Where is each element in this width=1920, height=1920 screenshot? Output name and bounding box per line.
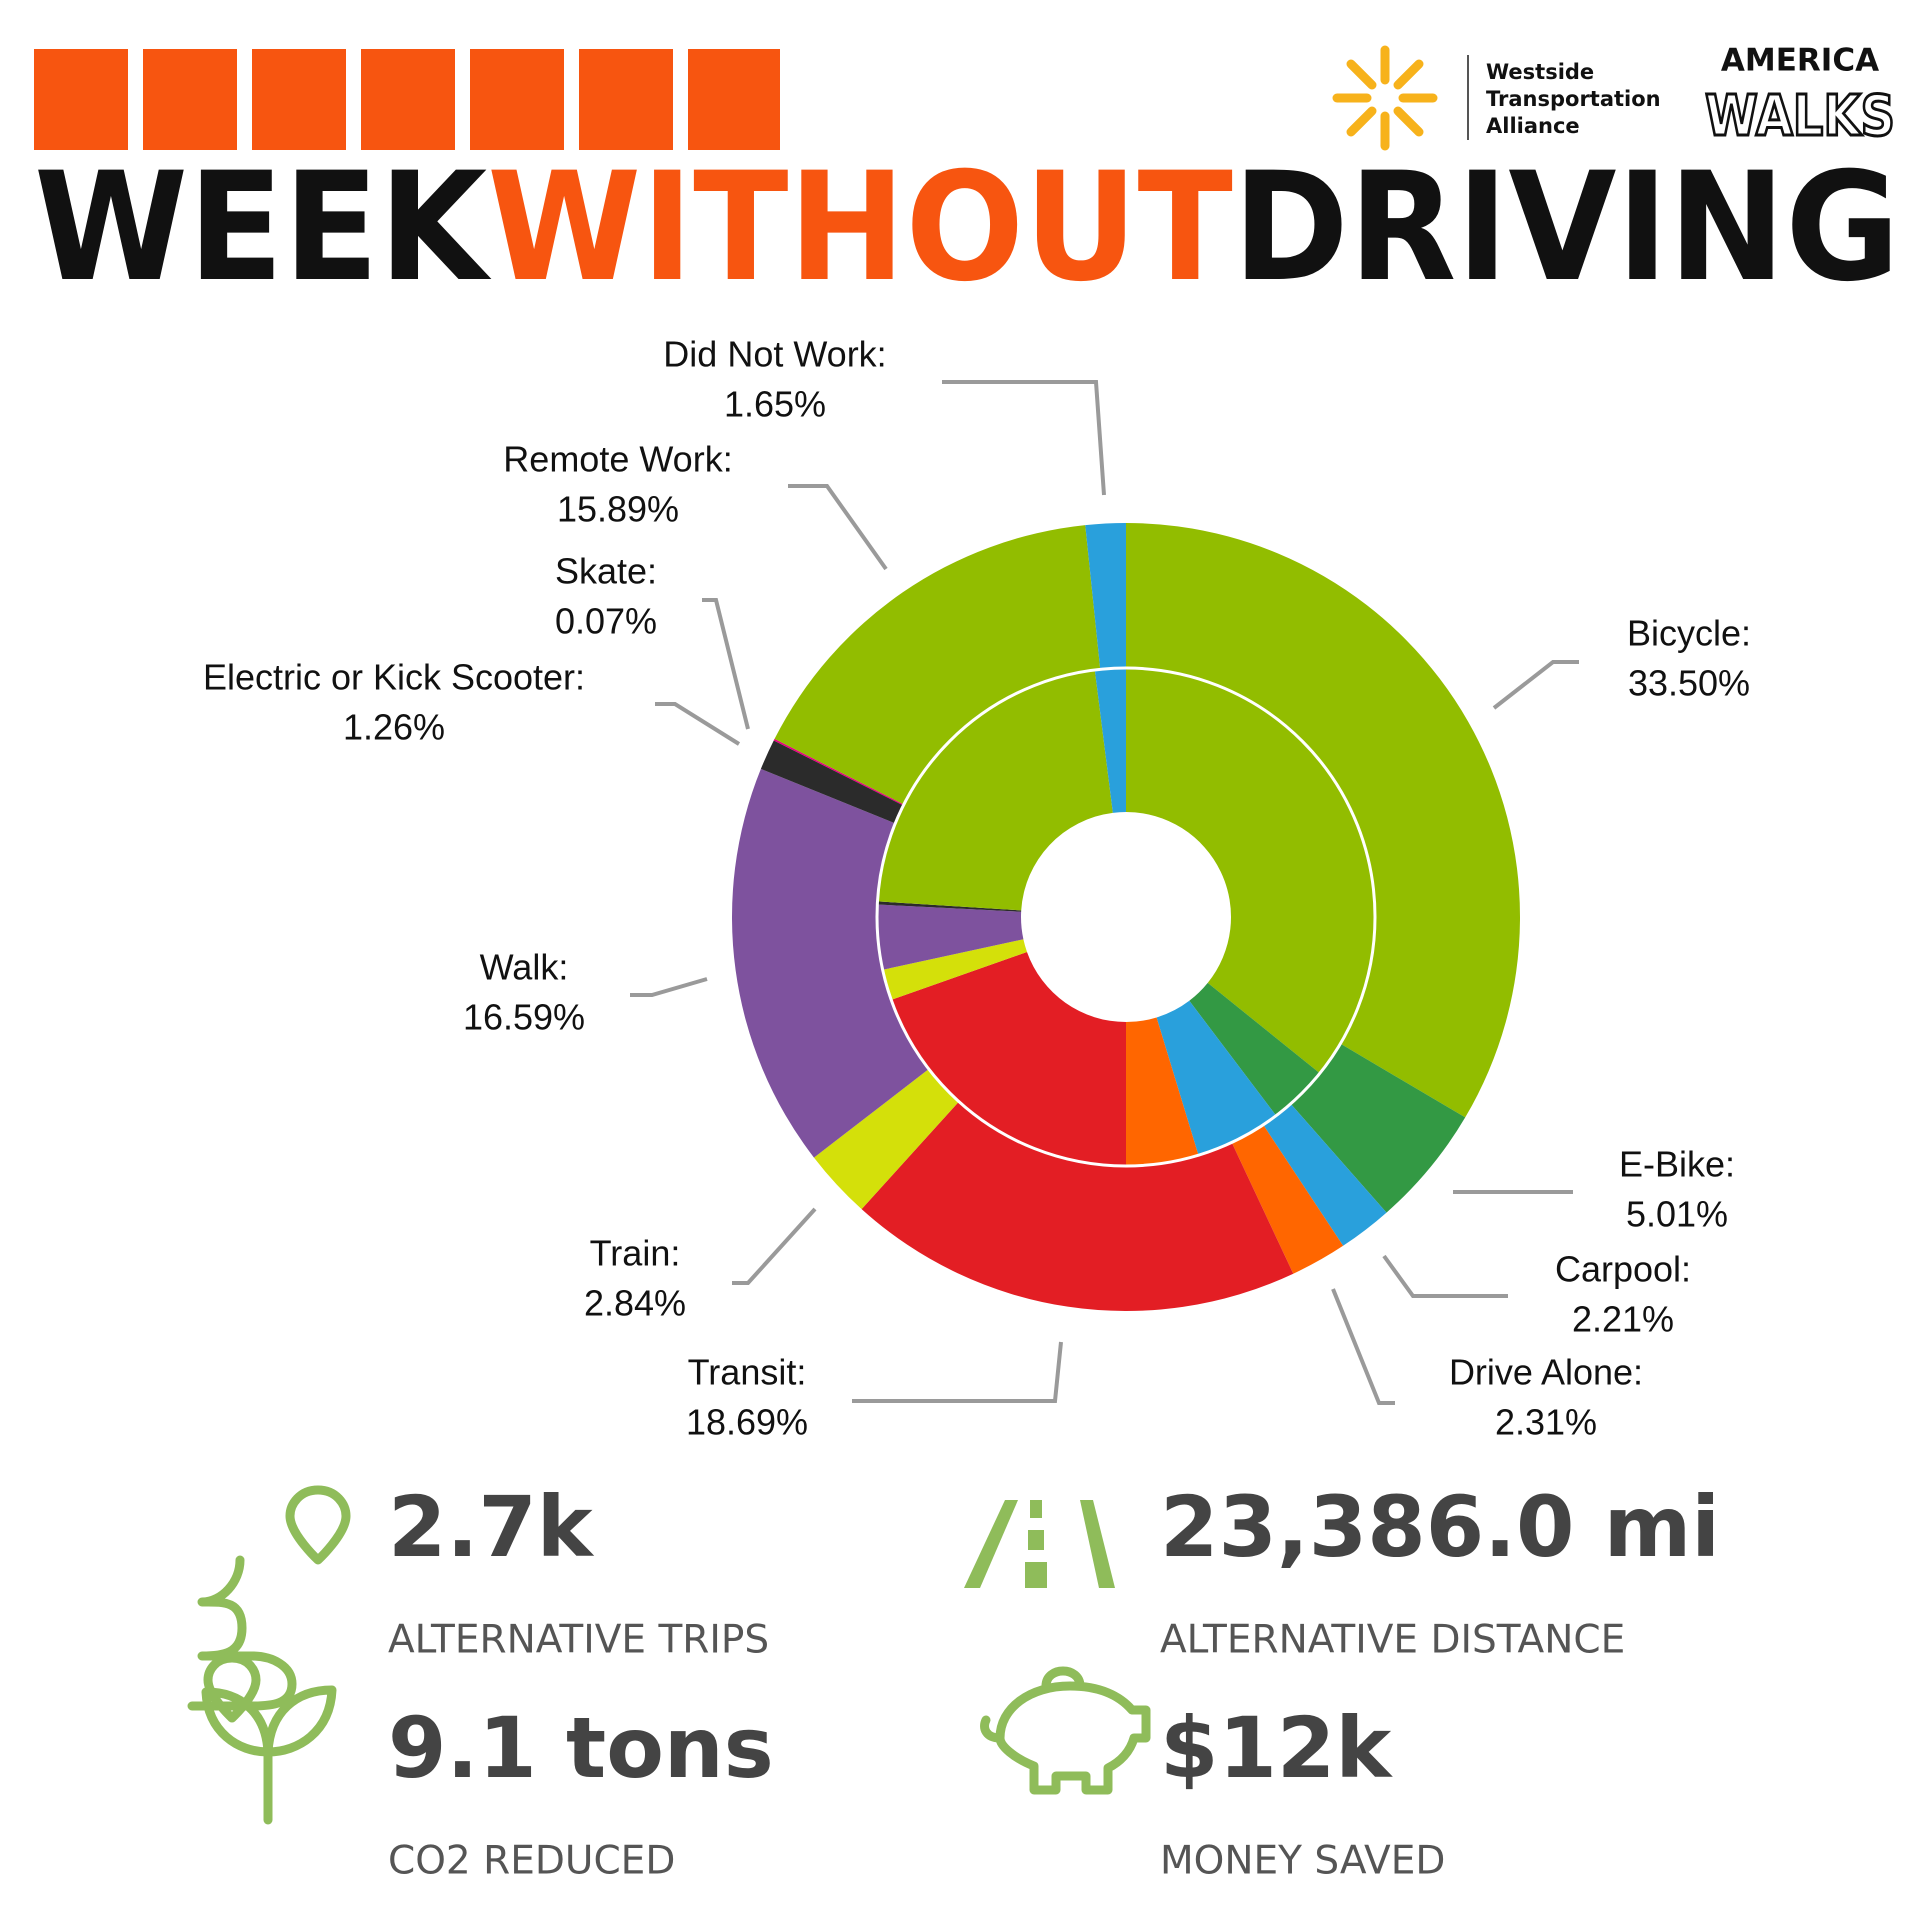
stat-value: 23,386.0 mi: [1160, 1478, 1720, 1576]
segment-value-label: 2.21%: [1572, 1299, 1674, 1340]
segment-label: Remote Work:: [503, 439, 732, 480]
segment-label: Train:: [590, 1233, 681, 1274]
stat-label: ALTERNATIVE DISTANCE: [1160, 1618, 1625, 1663]
segment-value-label: 1.26%: [343, 707, 445, 748]
segment: [1126, 1017, 1199, 1166]
segment: [1085, 523, 1126, 670]
segment-value-label: 2.84%: [584, 1283, 686, 1324]
segment: [891, 951, 1126, 1166]
logo-text: Alliance: [1486, 114, 1580, 138]
america-walks-logo: AMERICA WALKS: [1704, 43, 1897, 151]
title: WEEKWITHOUTDRIVING: [34, 141, 1900, 315]
segment: [877, 904, 1024, 970]
icon-sprout: [201, 1685, 337, 1825]
icon-road: [964, 1500, 1115, 1588]
segment-label: Did Not Work:: [663, 334, 886, 375]
segment: [732, 768, 929, 1158]
title-part: WITHOUT: [487, 141, 1233, 315]
segment-label: Drive Alone:: [1449, 1352, 1643, 1393]
leader-line: [630, 977, 708, 997]
logo-text: Westside: [1486, 60, 1594, 84]
logo-text: Transportation: [1486, 87, 1661, 111]
leader-line: [655, 702, 741, 746]
segment-value-label: 16.59%: [463, 997, 585, 1038]
ring-divider: [875, 666, 1377, 1168]
stat-value: 9.1 tons: [388, 1699, 774, 1797]
title-part: DRIVING: [1233, 141, 1900, 315]
leader-line: [1492, 660, 1579, 710]
leader-line: [702, 598, 750, 730]
stat-label: ALTERNATIVE TRIPS: [388, 1618, 769, 1663]
segment: [1094, 668, 1126, 813]
segment-value-label: 5.01%: [1626, 1194, 1728, 1235]
segment: [760, 740, 904, 824]
leader-line: [1382, 1254, 1508, 1298]
segment-value-label: 18.69%: [686, 1402, 808, 1443]
icon-route: [187, 1485, 351, 1723]
segment-label: Transit:: [688, 1352, 807, 1393]
segment: [774, 525, 1101, 805]
segment: [1126, 523, 1520, 1118]
leader-line: [788, 484, 888, 571]
segment: [882, 939, 1027, 1000]
segment: [773, 738, 904, 806]
leader-line: [732, 1207, 817, 1285]
leader-line: [1331, 1288, 1395, 1405]
logo-text: WALKS: [1705, 84, 1895, 149]
sunburst: [732, 523, 1520, 1311]
segment: [861, 1101, 1294, 1311]
segment: [1231, 1124, 1344, 1274]
leader-line: [852, 1341, 1063, 1403]
segment-label: Walk:: [480, 947, 569, 988]
segment-label: Skate:: [555, 551, 657, 592]
segment-value-label: 33.50%: [1628, 663, 1750, 704]
segment-value-label: 1.65%: [724, 384, 826, 425]
segment-label: Carpool:: [1555, 1249, 1691, 1290]
segment-value-label: 0.07%: [555, 601, 657, 642]
segment: [1189, 982, 1320, 1116]
segment: [1156, 1000, 1277, 1156]
leader-line: [942, 380, 1106, 496]
segment-label: Electric or Kick Scooter:: [203, 657, 585, 698]
segment-value-label: 15.89%: [557, 489, 679, 530]
stat-value: 2.7k: [388, 1478, 595, 1576]
stat-value: $12k: [1160, 1699, 1393, 1797]
stat-label: MONEY SAVED: [1160, 1839, 1445, 1884]
segment: [813, 1069, 959, 1210]
segment: [1126, 668, 1375, 1074]
stat-label: CO2 REDUCED: [388, 1839, 675, 1884]
segment: [877, 901, 1022, 912]
segment-label: Bicycle:: [1627, 613, 1751, 654]
segment-label: E-Bike:: [1619, 1144, 1735, 1185]
westside-logo: Westside Transportation Alliance: [1332, 45, 1661, 151]
segment: [1290, 1043, 1466, 1213]
segment-value-label: 2.31%: [1495, 1402, 1597, 1443]
title-part: WEEK: [34, 141, 492, 315]
header-squares: [34, 49, 780, 150]
logo-text: AMERICA: [1721, 43, 1879, 79]
icon-piggy-bank: [980, 1666, 1151, 1795]
segment: [1263, 1103, 1387, 1246]
segment: [877, 669, 1113, 911]
